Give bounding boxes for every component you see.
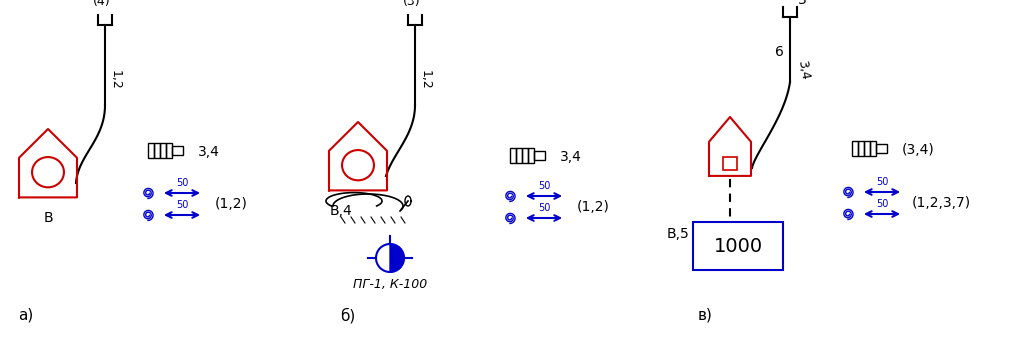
- Bar: [858, 140, 864, 155]
- Bar: [528, 148, 533, 163]
- Bar: [534, 150, 544, 160]
- Text: 3,4: 3,4: [795, 59, 811, 81]
- Bar: [154, 143, 160, 158]
- Text: 1,2: 1,2: [109, 70, 122, 90]
- Text: B,5: B,5: [667, 227, 689, 241]
- Bar: [516, 148, 521, 163]
- Text: 50: 50: [176, 178, 188, 188]
- Bar: [864, 140, 870, 155]
- Text: 50: 50: [537, 181, 550, 191]
- Text: в): в): [698, 308, 713, 323]
- Bar: [510, 148, 515, 163]
- Bar: [172, 146, 183, 154]
- Text: 3: 3: [798, 0, 807, 7]
- Bar: [166, 143, 172, 158]
- Text: б): б): [340, 308, 356, 324]
- Bar: [722, 157, 737, 170]
- Text: (4): (4): [93, 0, 111, 8]
- Bar: [693, 222, 783, 270]
- Text: 50: 50: [876, 177, 888, 187]
- Text: B,4: B,4: [330, 204, 352, 218]
- Text: 50: 50: [537, 203, 550, 213]
- Text: 3,4: 3,4: [198, 145, 220, 159]
- Text: (3,4): (3,4): [902, 143, 934, 157]
- Text: B: B: [43, 211, 53, 225]
- Bar: [160, 143, 166, 158]
- Text: а): а): [18, 308, 33, 323]
- Text: 1000: 1000: [713, 237, 763, 255]
- Bar: [870, 140, 876, 155]
- Text: ПГ-1, К-100: ПГ-1, К-100: [352, 278, 427, 291]
- Text: (1,2): (1,2): [215, 197, 247, 211]
- Text: 6: 6: [775, 45, 784, 59]
- Text: 3,4: 3,4: [560, 150, 582, 164]
- Bar: [876, 144, 887, 152]
- Wedge shape: [390, 244, 404, 272]
- Bar: [522, 148, 527, 163]
- Text: 50: 50: [876, 199, 888, 209]
- Text: 50: 50: [176, 200, 188, 210]
- Text: (1,2): (1,2): [577, 200, 610, 214]
- Text: (3): (3): [403, 0, 421, 8]
- Bar: [852, 140, 857, 155]
- Text: (1,2,3,7): (1,2,3,7): [912, 196, 972, 210]
- Text: 1,2: 1,2: [419, 70, 432, 90]
- Bar: [148, 143, 154, 158]
